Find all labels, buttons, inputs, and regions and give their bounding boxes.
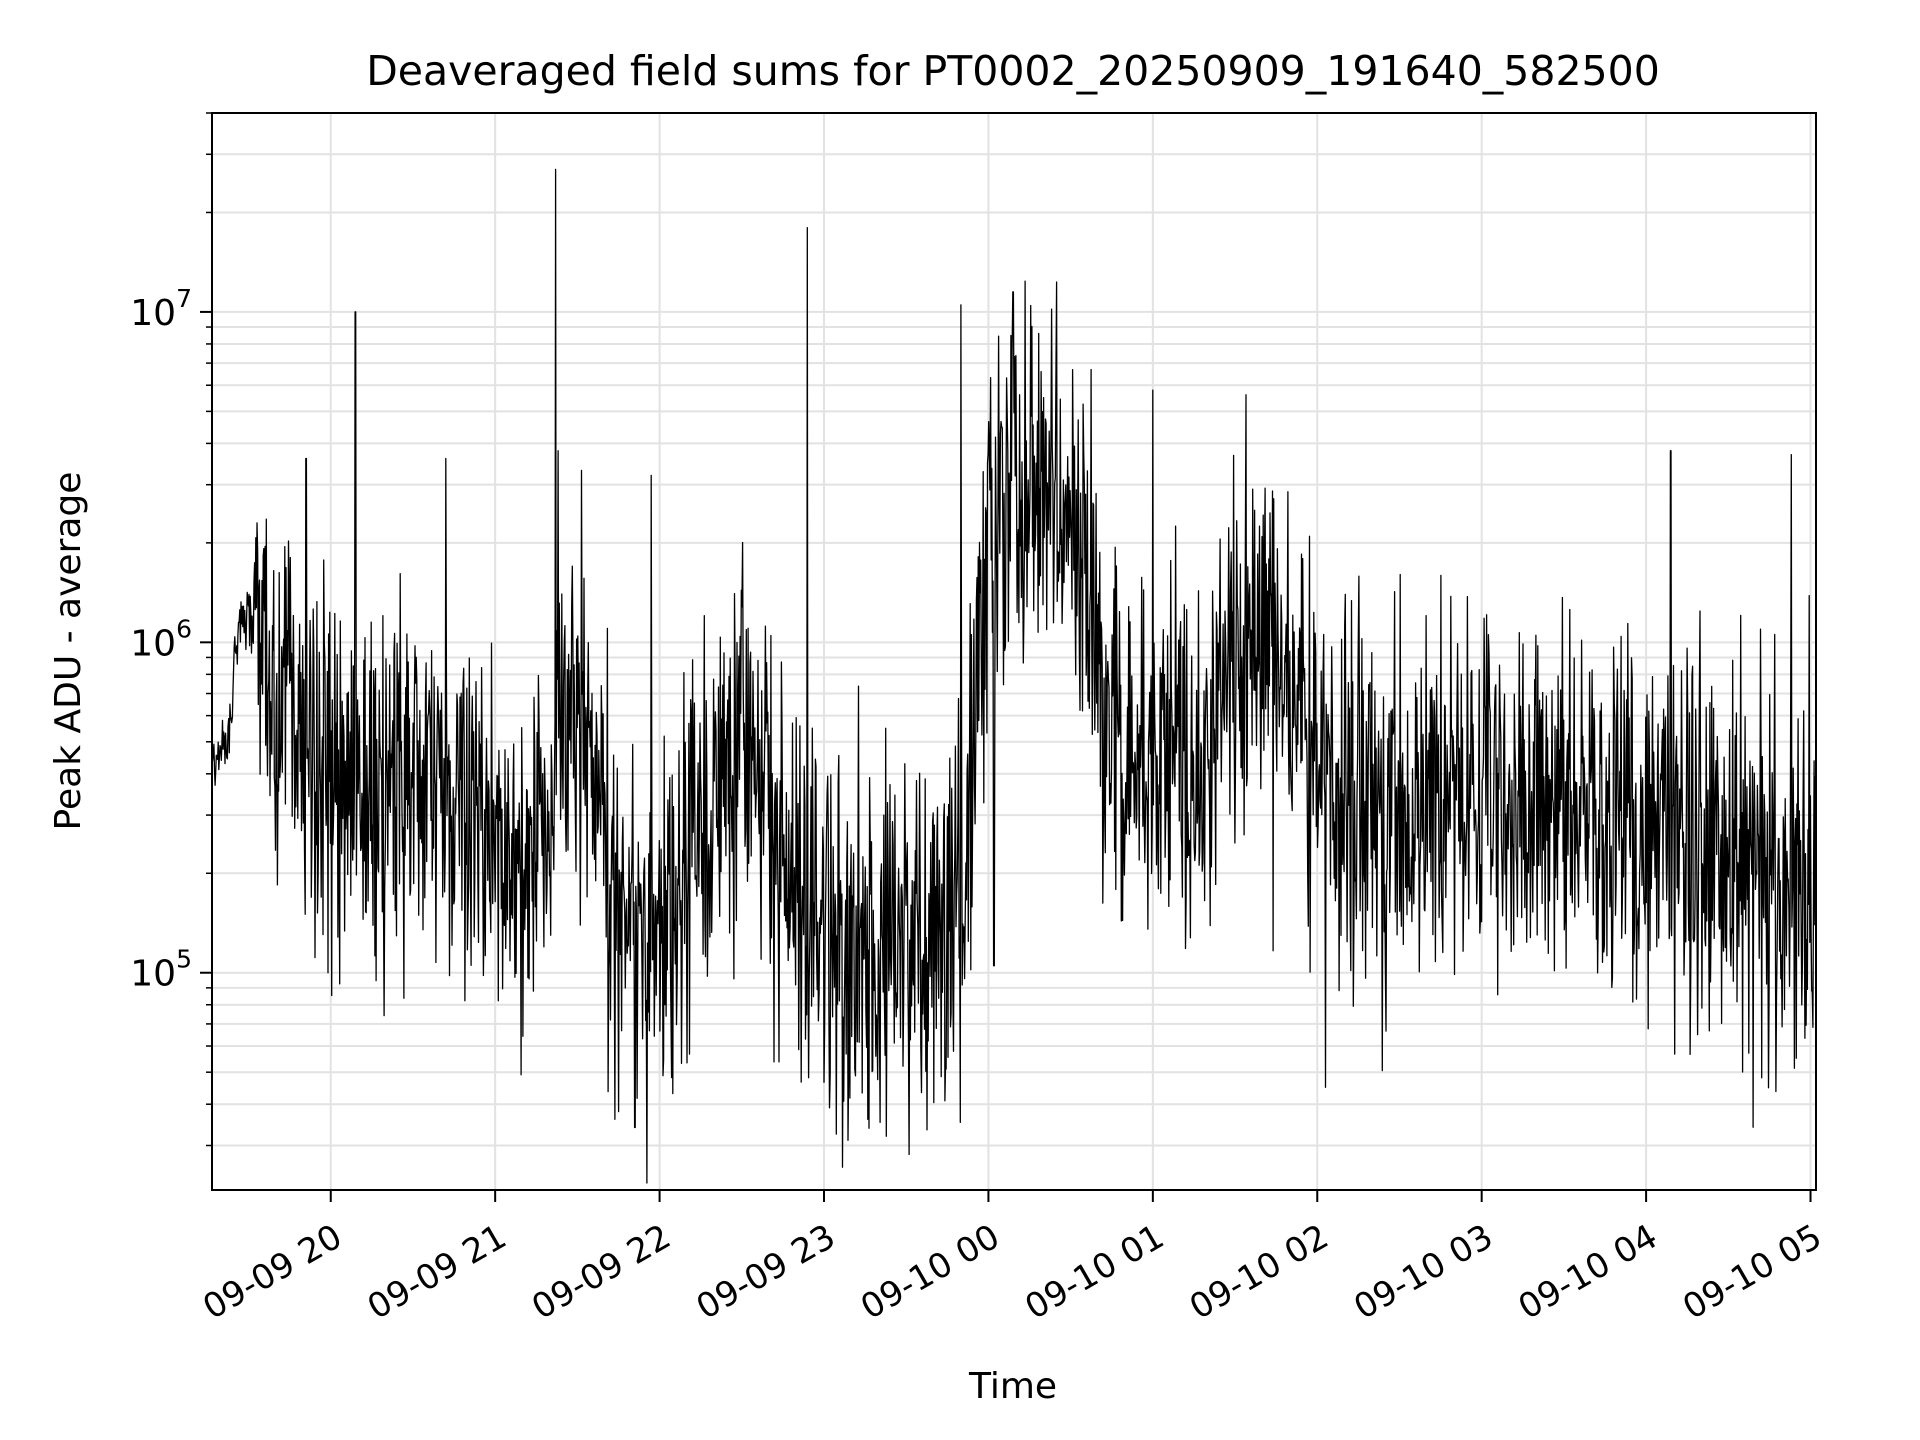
- y-tick-label: 106: [130, 614, 192, 664]
- plot-frame: [211, 112, 1817, 1191]
- x-axis-label: Time: [968, 1366, 1057, 1407]
- y-tick-label: 105: [130, 945, 192, 995]
- series-line: [211, 168, 1817, 1184]
- chart-title: Deaveraged field sums for PT0002_2025090…: [366, 47, 1660, 95]
- y-tick-label: 107: [130, 284, 192, 334]
- data-series: [211, 168, 1817, 1184]
- y-axis-label: Peak ADU - average: [48, 472, 89, 831]
